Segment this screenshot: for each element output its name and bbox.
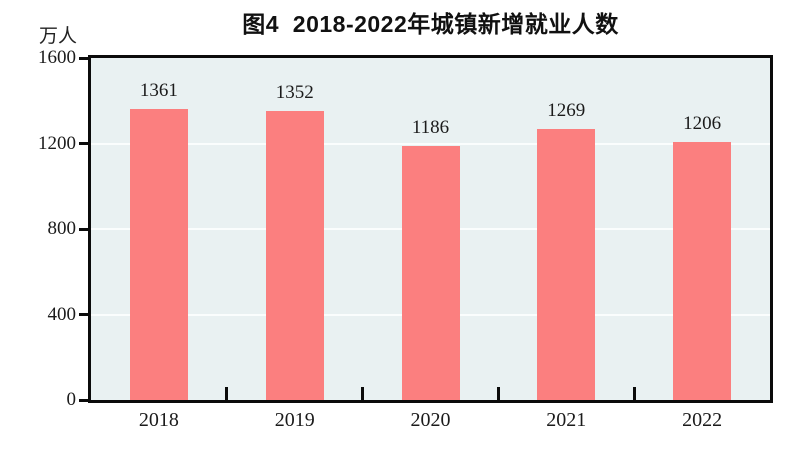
bar-value-label: 1186: [411, 117, 450, 138]
y-tick-mark: [79, 227, 88, 231]
y-tick-label: 400: [47, 303, 77, 325]
bar-value-label: 1269: [547, 100, 586, 121]
bar: [266, 111, 324, 400]
plot-area: 1361 1352 1186 1269 1206: [88, 55, 773, 403]
x-tick-mark: [361, 387, 365, 400]
x-tick-label: 2022: [682, 409, 723, 431]
y-tick-label: 800: [47, 218, 77, 239]
x-tick-mark: [496, 387, 500, 400]
gridline: [91, 142, 770, 145]
x-tick-label: 2019: [274, 409, 315, 431]
bar-value-label: 1206: [683, 113, 722, 134]
bar: [673, 142, 731, 400]
bar: [402, 146, 460, 400]
x-tick-label: 2020: [410, 409, 451, 431]
y-tick-label: 0: [66, 389, 77, 410]
bar: [537, 129, 595, 400]
bar: [130, 109, 188, 400]
y-tick-mark: [79, 142, 88, 145]
y-tick-mark: [79, 313, 88, 316]
y-tick-label: 1200: [38, 132, 76, 154]
x-tick-mark: [225, 387, 229, 400]
bar-value-label: 1361: [139, 80, 178, 101]
bar-value-label: 1352: [275, 82, 314, 103]
y-tick-mark: [79, 398, 88, 402]
x-tick-label: 2018: [138, 409, 179, 431]
y-tick-mark: [79, 56, 88, 60]
x-tick-mark: [632, 387, 636, 400]
y-tick-label: 1600: [38, 47, 76, 68]
y-axis-unit-label: 万人: [38, 26, 77, 47]
x-tick-label: 2021: [546, 409, 587, 431]
chart-title: 图4 2018-2022年城镇新增就业人数: [242, 11, 619, 37]
